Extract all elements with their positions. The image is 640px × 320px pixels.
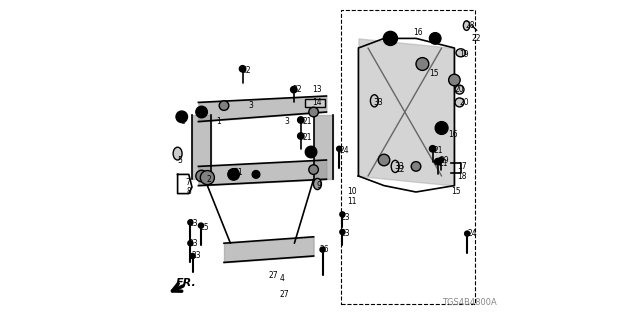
Ellipse shape bbox=[455, 85, 464, 94]
Bar bbox=[305, 99, 326, 107]
Text: 22: 22 bbox=[472, 34, 481, 43]
Text: 21: 21 bbox=[302, 133, 312, 142]
Circle shape bbox=[438, 157, 444, 163]
Circle shape bbox=[337, 146, 342, 151]
Text: 3: 3 bbox=[248, 101, 253, 110]
Text: 32: 32 bbox=[292, 85, 303, 94]
Text: 25: 25 bbox=[200, 223, 210, 232]
Text: 14: 14 bbox=[312, 98, 322, 107]
Circle shape bbox=[449, 74, 460, 86]
Ellipse shape bbox=[173, 147, 182, 160]
Text: 16: 16 bbox=[448, 130, 458, 139]
Text: 2: 2 bbox=[206, 175, 211, 184]
Text: 1: 1 bbox=[216, 117, 221, 126]
Text: 23: 23 bbox=[340, 229, 351, 238]
Text: 24: 24 bbox=[339, 146, 349, 155]
Text: 29: 29 bbox=[440, 156, 450, 164]
Circle shape bbox=[228, 169, 239, 180]
Circle shape bbox=[305, 146, 317, 158]
Text: 26: 26 bbox=[320, 245, 330, 254]
Text: 5: 5 bbox=[178, 156, 182, 164]
Circle shape bbox=[465, 231, 470, 236]
Bar bbox=[340, 10, 475, 304]
Circle shape bbox=[188, 220, 193, 225]
Text: 4: 4 bbox=[280, 274, 285, 283]
Text: 8: 8 bbox=[186, 188, 191, 196]
Text: 27: 27 bbox=[280, 290, 290, 299]
Text: 21: 21 bbox=[302, 117, 312, 126]
Circle shape bbox=[383, 31, 397, 45]
Text: 23: 23 bbox=[192, 252, 202, 260]
Ellipse shape bbox=[314, 179, 321, 189]
Circle shape bbox=[298, 133, 304, 139]
Ellipse shape bbox=[455, 98, 464, 107]
Text: 20: 20 bbox=[460, 98, 469, 107]
Text: 6: 6 bbox=[181, 117, 186, 126]
Text: 31: 31 bbox=[234, 168, 243, 177]
Text: 7: 7 bbox=[186, 178, 191, 187]
Circle shape bbox=[252, 171, 260, 178]
Text: 16: 16 bbox=[413, 28, 422, 36]
Circle shape bbox=[308, 165, 319, 174]
Text: 19: 19 bbox=[460, 50, 469, 59]
Circle shape bbox=[378, 154, 390, 166]
Circle shape bbox=[435, 158, 441, 165]
Text: 10: 10 bbox=[347, 188, 357, 196]
Circle shape bbox=[239, 66, 246, 72]
Circle shape bbox=[416, 58, 429, 70]
Circle shape bbox=[429, 33, 441, 44]
Text: 6: 6 bbox=[310, 149, 316, 158]
Circle shape bbox=[308, 107, 319, 117]
Text: 23: 23 bbox=[189, 220, 198, 228]
Ellipse shape bbox=[371, 95, 378, 107]
Circle shape bbox=[196, 170, 207, 182]
Circle shape bbox=[429, 146, 436, 152]
Text: 17: 17 bbox=[458, 162, 467, 171]
Ellipse shape bbox=[391, 160, 399, 172]
Circle shape bbox=[188, 241, 193, 246]
Text: 12: 12 bbox=[396, 165, 404, 174]
Circle shape bbox=[176, 111, 188, 123]
Circle shape bbox=[200, 171, 214, 185]
Text: 21: 21 bbox=[438, 159, 448, 168]
Text: 28: 28 bbox=[466, 21, 475, 30]
Text: 23: 23 bbox=[189, 239, 198, 248]
Text: FR.: FR. bbox=[176, 278, 196, 288]
Text: 18: 18 bbox=[458, 172, 467, 180]
Text: 15: 15 bbox=[451, 188, 461, 196]
Text: TGS4B4800A: TGS4B4800A bbox=[442, 298, 497, 307]
Text: 9: 9 bbox=[317, 181, 322, 190]
Text: 27: 27 bbox=[269, 271, 278, 280]
Circle shape bbox=[291, 86, 297, 93]
Text: 21: 21 bbox=[434, 146, 443, 155]
Text: 20: 20 bbox=[454, 85, 464, 94]
Text: 13: 13 bbox=[312, 85, 322, 94]
Circle shape bbox=[412, 162, 421, 171]
Text: 23: 23 bbox=[340, 213, 351, 222]
Circle shape bbox=[340, 212, 345, 217]
Text: 3: 3 bbox=[285, 117, 290, 126]
Circle shape bbox=[340, 229, 345, 235]
Text: 15: 15 bbox=[429, 69, 438, 78]
Text: 24: 24 bbox=[467, 229, 477, 238]
Circle shape bbox=[219, 101, 229, 110]
Circle shape bbox=[190, 253, 195, 259]
Text: 11: 11 bbox=[347, 197, 356, 206]
Circle shape bbox=[196, 106, 207, 118]
Circle shape bbox=[435, 122, 448, 134]
Text: 33: 33 bbox=[394, 162, 404, 171]
Circle shape bbox=[198, 223, 204, 228]
Text: 33: 33 bbox=[374, 98, 383, 107]
Ellipse shape bbox=[456, 49, 466, 57]
Circle shape bbox=[298, 117, 304, 123]
Ellipse shape bbox=[463, 21, 470, 30]
Text: 32: 32 bbox=[242, 66, 252, 75]
Circle shape bbox=[320, 247, 325, 252]
